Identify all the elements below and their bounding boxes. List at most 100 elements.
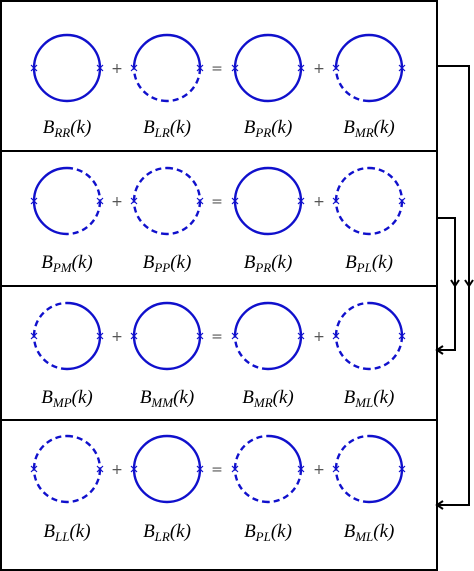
loop-arc bbox=[267, 468, 303, 504]
loop-arc bbox=[368, 33, 404, 69]
operator: = bbox=[211, 462, 223, 478]
loop-arc bbox=[233, 33, 269, 69]
term-subscript: PR bbox=[254, 260, 271, 275]
term-argument: (k) bbox=[273, 387, 294, 408]
vertex-cross bbox=[332, 64, 340, 72]
vertex-cross bbox=[297, 332, 305, 340]
loop-arc bbox=[166, 335, 202, 371]
term-argument: (k) bbox=[173, 387, 194, 408]
term-argument: (k) bbox=[374, 117, 395, 138]
term-symbol: B bbox=[344, 521, 356, 542]
vertex-cross bbox=[398, 465, 406, 473]
loop-arc bbox=[267, 434, 303, 470]
term-subscript: MP bbox=[52, 395, 72, 410]
vertex-cross bbox=[398, 332, 406, 340]
vertex-cross bbox=[196, 197, 204, 205]
loop-arc bbox=[267, 166, 303, 202]
loop bbox=[332, 301, 406, 371]
vertex-cross bbox=[332, 197, 340, 205]
operator: = bbox=[211, 61, 223, 77]
term-symbol: B bbox=[344, 387, 356, 408]
operator: = bbox=[211, 329, 223, 345]
operator: + bbox=[313, 329, 325, 345]
vertex-cross bbox=[130, 64, 138, 72]
term-argument: (k) bbox=[271, 117, 292, 138]
loop bbox=[130, 301, 204, 371]
vertex-cross bbox=[332, 332, 340, 340]
term-argument: (k) bbox=[373, 521, 394, 542]
term-subscript: LR bbox=[154, 125, 170, 140]
loop-arc bbox=[66, 166, 102, 202]
vertex-cross bbox=[96, 465, 104, 473]
arrow-head bbox=[464, 279, 474, 288]
vertex-cross bbox=[297, 64, 305, 72]
loop bbox=[231, 166, 305, 236]
vertex-cross bbox=[332, 465, 340, 473]
loop-arc bbox=[334, 166, 370, 202]
loop bbox=[231, 301, 305, 371]
vertex-cross bbox=[196, 332, 204, 340]
loop-arc bbox=[233, 434, 269, 470]
term-symbol: B bbox=[43, 521, 55, 542]
loop-arc bbox=[132, 166, 168, 202]
connector bbox=[437, 65, 470, 506]
loop-arc bbox=[132, 200, 168, 236]
loop-arc bbox=[132, 301, 168, 337]
term-label: BPR(k) bbox=[244, 252, 293, 275]
loop-arc bbox=[32, 67, 68, 103]
loop-arc bbox=[334, 335, 370, 371]
term-subscript: ML bbox=[354, 529, 373, 544]
loop-arc bbox=[233, 200, 269, 236]
operator: + bbox=[111, 61, 123, 77]
loop-arc bbox=[233, 335, 269, 371]
term-label: BPL(k) bbox=[244, 521, 292, 544]
loop-arc bbox=[334, 67, 370, 103]
term-argument: (k) bbox=[70, 117, 91, 138]
term-label: BLL(k) bbox=[43, 521, 90, 544]
term-label: BRR(k) bbox=[43, 117, 92, 140]
loop-arc bbox=[66, 33, 102, 69]
arrow-head bbox=[435, 345, 444, 355]
term-symbol: B bbox=[143, 117, 155, 138]
term-symbol: B bbox=[244, 252, 256, 273]
term-argument: (k) bbox=[373, 387, 394, 408]
loop-arc bbox=[334, 434, 370, 470]
loop-arc bbox=[132, 468, 168, 504]
term-symbol: B bbox=[143, 252, 155, 273]
term-symbol: B bbox=[41, 252, 53, 273]
loop-arc bbox=[166, 166, 202, 202]
loop-arc bbox=[32, 33, 68, 69]
term-symbol: B bbox=[345, 252, 357, 273]
loop bbox=[30, 434, 104, 504]
loop-arc bbox=[267, 67, 303, 103]
vertex-cross bbox=[30, 197, 38, 205]
vertex-cross bbox=[130, 197, 138, 205]
term-label: BML(k) bbox=[344, 521, 395, 544]
loop bbox=[332, 166, 406, 236]
loop-arc bbox=[334, 468, 370, 504]
loop-arc bbox=[166, 468, 202, 504]
loop bbox=[231, 33, 305, 103]
vertex-cross bbox=[196, 465, 204, 473]
loop-arc bbox=[32, 335, 68, 371]
term-subscript: PP bbox=[153, 260, 170, 275]
loop-arc bbox=[267, 301, 303, 337]
term-symbol: B bbox=[244, 521, 256, 542]
term-symbol: B bbox=[140, 387, 152, 408]
term-argument: (k) bbox=[271, 521, 292, 542]
loop-arc bbox=[132, 434, 168, 470]
term-label: BML(k) bbox=[344, 387, 395, 410]
loop-arc bbox=[267, 33, 303, 69]
term-argument: (k) bbox=[69, 521, 90, 542]
loop-arc bbox=[66, 67, 102, 103]
term-subscript: LL bbox=[54, 529, 69, 544]
loop-arc bbox=[334, 33, 370, 69]
loop-arc bbox=[368, 434, 404, 470]
vertex-cross bbox=[231, 64, 239, 72]
vertex-cross bbox=[398, 197, 406, 205]
loop-arc bbox=[233, 301, 269, 337]
loop bbox=[130, 434, 204, 504]
loop bbox=[30, 166, 104, 236]
term-symbol: B bbox=[143, 521, 155, 542]
